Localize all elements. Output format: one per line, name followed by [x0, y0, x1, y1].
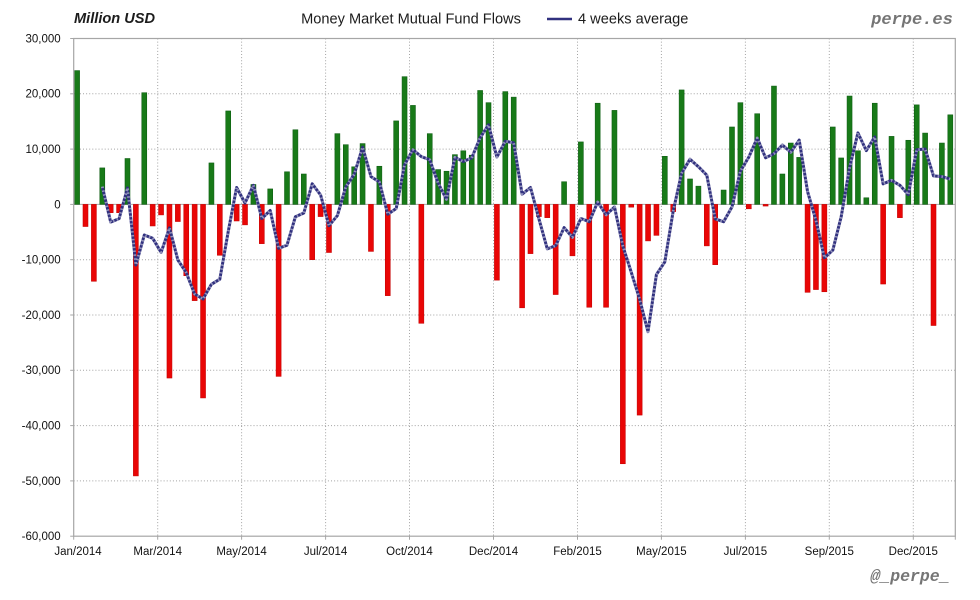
svg-text:Jul/2014: Jul/2014 [304, 546, 348, 558]
svg-text:10,000: 10,000 [26, 144, 61, 156]
svg-text:Dec/2014: Dec/2014 [469, 546, 519, 558]
svg-text:@_perpe_: @_perpe_ [870, 567, 949, 586]
svg-text:Dec/2015: Dec/2015 [889, 546, 938, 558]
svg-text:Oct/2014: Oct/2014 [386, 546, 433, 558]
svg-text:Money Market Mutual Fund Flows: Money Market Mutual Fund Flows [301, 12, 521, 28]
svg-text:-40,000: -40,000 [22, 421, 61, 433]
svg-text:Mar/2014: Mar/2014 [133, 546, 182, 558]
svg-text:Million USD: Million USD [74, 11, 156, 27]
svg-text:Jul/2015: Jul/2015 [724, 546, 767, 558]
svg-text:-10,000: -10,000 [22, 255, 61, 267]
svg-text:Jan/2014: Jan/2014 [54, 546, 102, 558]
svg-text:0: 0 [54, 199, 60, 211]
svg-text:Feb/2015: Feb/2015 [553, 546, 602, 558]
svg-text:May/2015: May/2015 [636, 546, 687, 558]
svg-text:Sep/2015: Sep/2015 [805, 546, 854, 558]
svg-text:-60,000: -60,000 [22, 531, 61, 543]
svg-text:4 weeks average: 4 weeks average [578, 12, 688, 28]
svg-text:May/2014: May/2014 [216, 546, 267, 558]
svg-text:20,000: 20,000 [26, 89, 61, 101]
svg-text:-20,000: -20,000 [22, 310, 61, 322]
svg-text:-50,000: -50,000 [22, 476, 61, 488]
svg-text:-30,000: -30,000 [22, 365, 61, 377]
svg-text:30,000: 30,000 [26, 33, 61, 45]
svg-text:perpe.es: perpe.es [870, 11, 953, 30]
